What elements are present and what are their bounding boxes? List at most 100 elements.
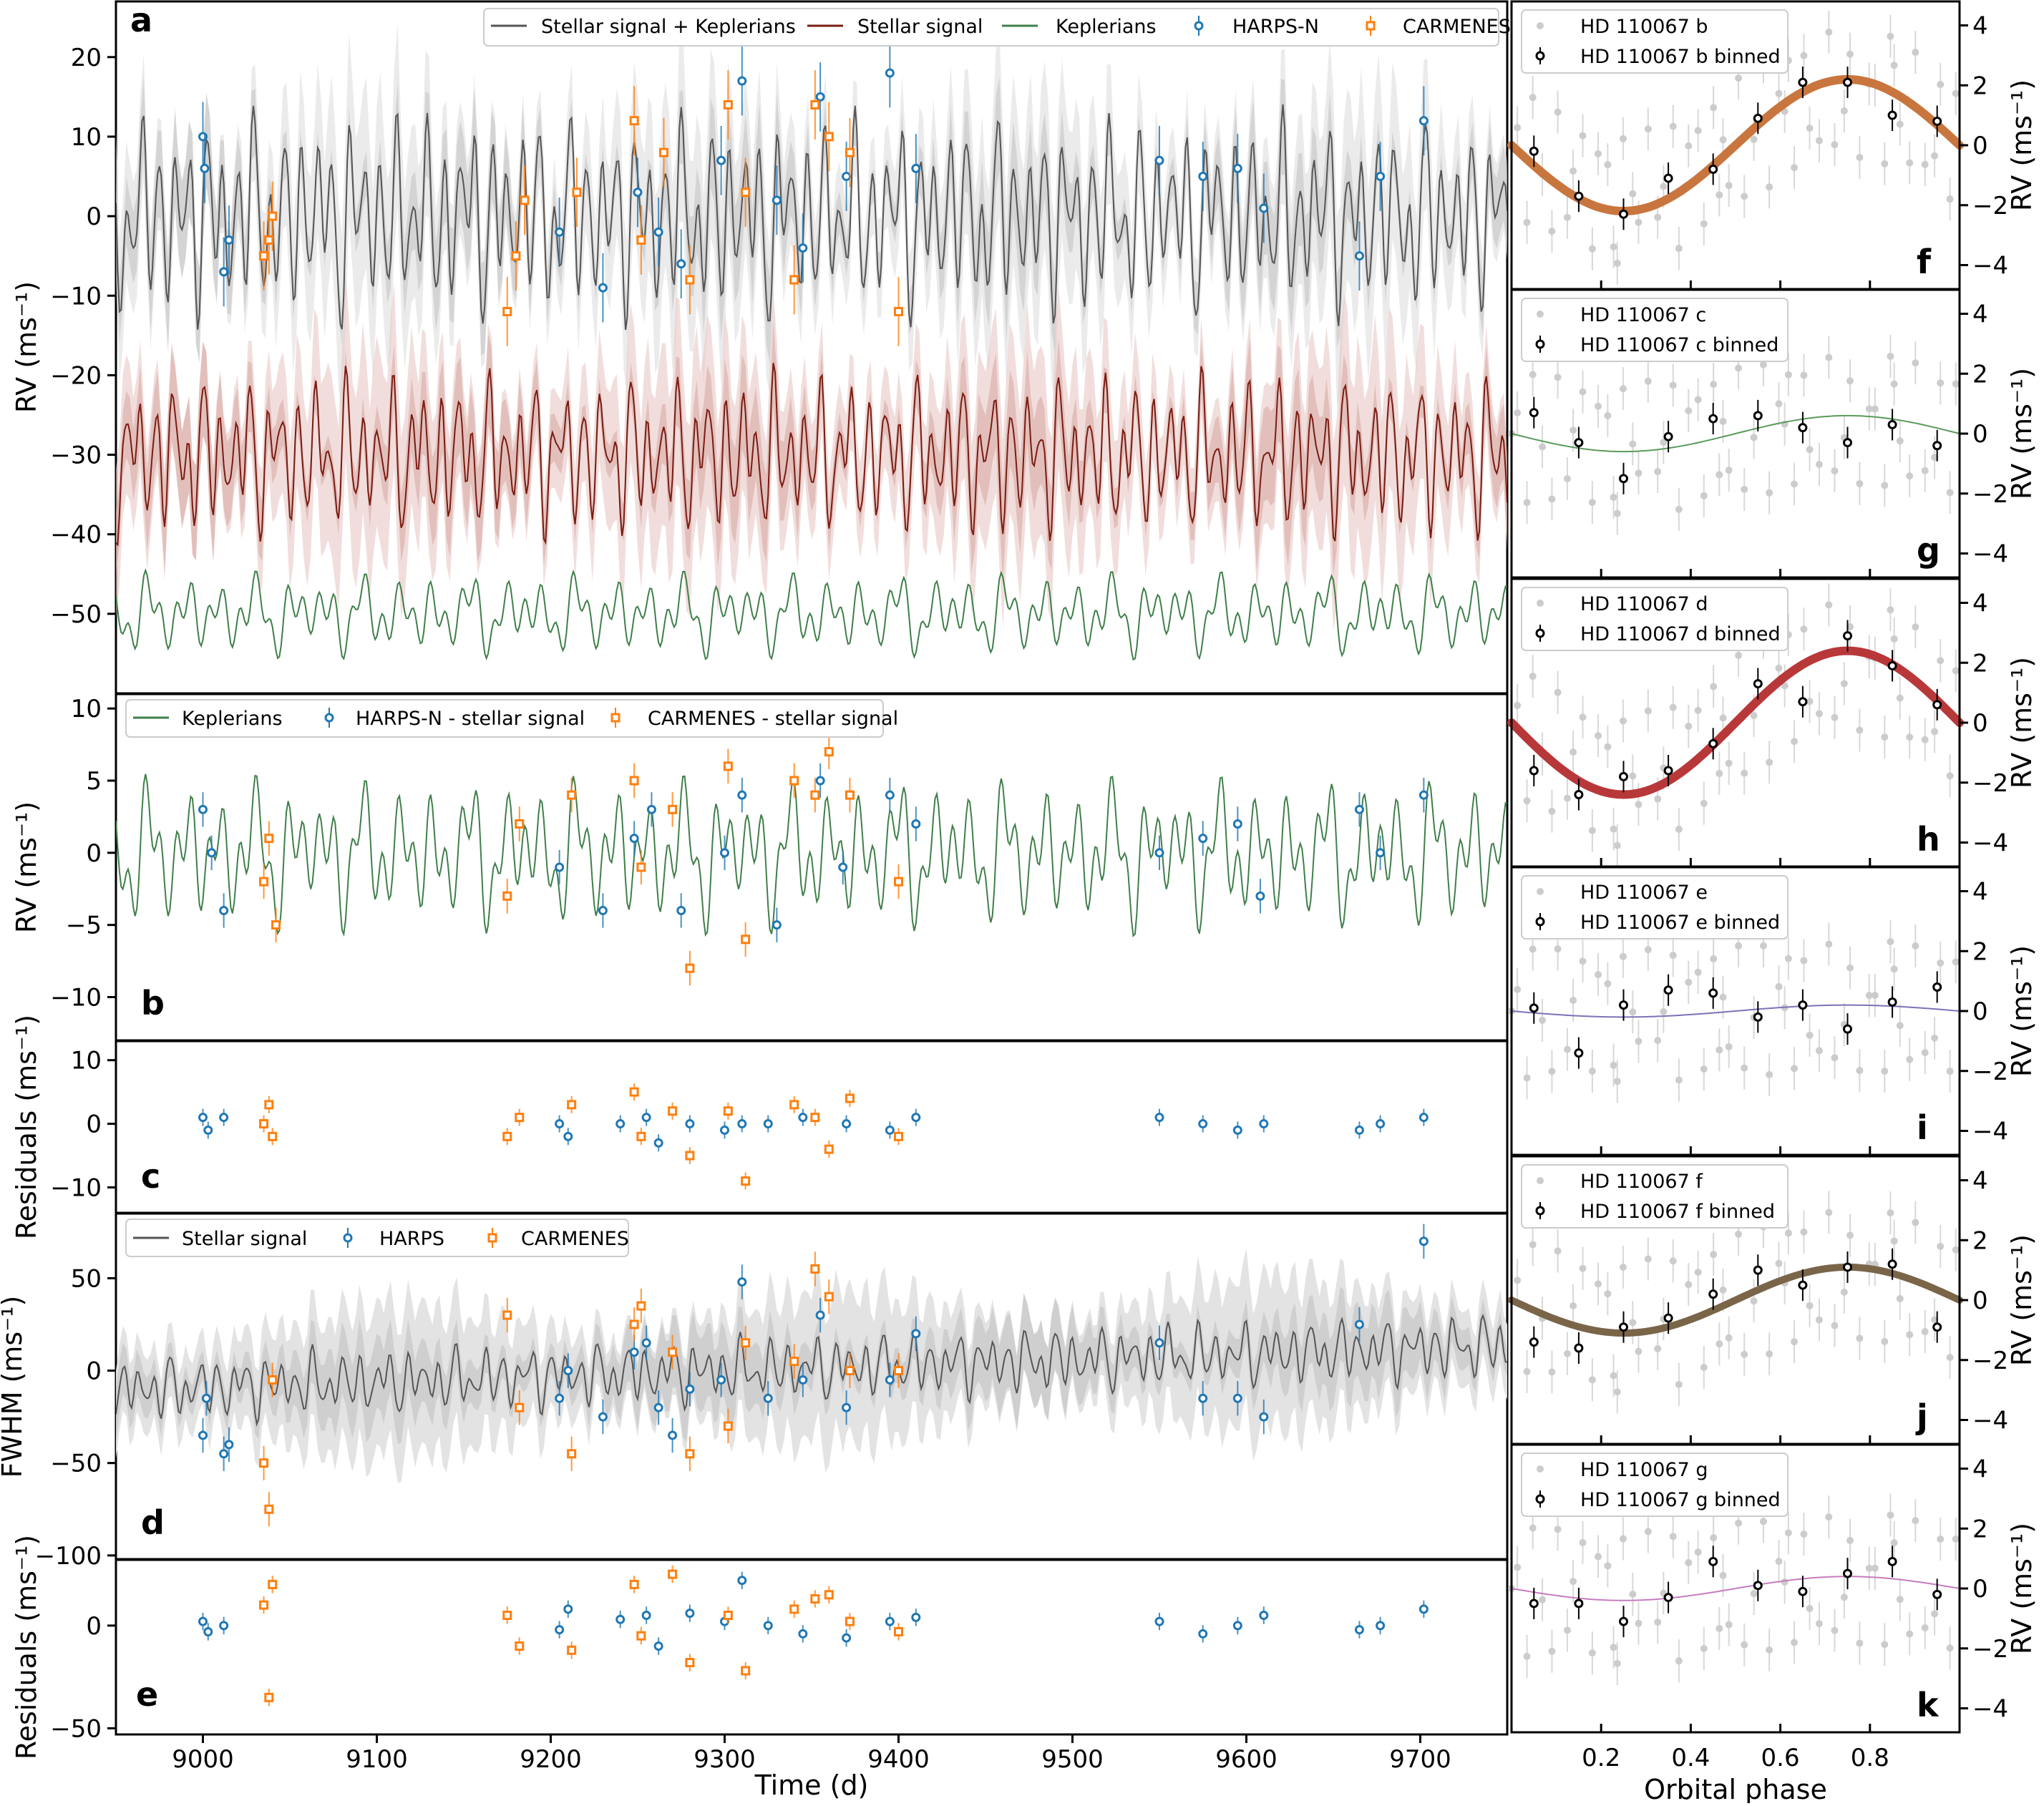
data-point	[810, 1264, 820, 1274]
raw-point	[1604, 743, 1612, 751]
raw-point	[1881, 1337, 1889, 1345]
raw-point	[1529, 1524, 1537, 1532]
raw-point	[1781, 1578, 1788, 1586]
phase-panel-k: 4 2 0 −2 −4 RV (ms⁻¹) HD 110067 g HD 110067 g b…	[1508, 1443, 2038, 1772]
raw-point	[1856, 1639, 1864, 1647]
binned-point	[1843, 1568, 1852, 1578]
data-point	[598, 283, 608, 293]
raw-point	[1931, 1610, 1939, 1618]
y-tick-label: 0	[1972, 709, 1988, 738]
raw-point	[1846, 377, 1854, 385]
data-point	[219, 1621, 229, 1631]
binned-point	[1529, 1003, 1539, 1013]
binned-point	[1529, 1337, 1539, 1347]
data-point	[798, 1629, 808, 1639]
raw-point	[1952, 667, 1960, 675]
legend-label-planet: HD 110067 f	[1580, 1171, 1703, 1193]
binned-point	[1619, 474, 1628, 484]
data-point	[200, 163, 210, 173]
data-point	[515, 1113, 525, 1123]
data-point	[268, 1579, 278, 1589]
data-point	[615, 1614, 626, 1624]
model-curve	[1511, 1576, 1960, 1601]
raw-point	[1881, 482, 1889, 489]
panel-c: 10 0 −10 c Residuals (ms⁻¹)	[11, 1015, 1429, 1239]
panel-letter: k	[1917, 1686, 1940, 1724]
y-tick-label: 50	[71, 1264, 102, 1293]
raw-point	[1579, 1264, 1587, 1272]
binned-point	[1574, 1048, 1584, 1058]
data-point	[198, 1616, 208, 1626]
raw-point	[1644, 1528, 1652, 1536]
raw-point	[1570, 997, 1577, 1005]
binned-point	[1798, 77, 1808, 87]
raw-point	[1629, 190, 1637, 197]
model-curve	[1508, 1263, 1963, 1337]
raw-point	[1871, 1564, 1879, 1572]
raw-point	[1629, 772, 1637, 780]
y-tick-label: 4	[1972, 12, 1988, 41]
binned-point	[1887, 110, 1897, 120]
data-point	[1259, 1119, 1269, 1129]
y-tick-label: 2	[1972, 1515, 1988, 1543]
raw-point	[1700, 1644, 1708, 1652]
raw-point	[1539, 1016, 1547, 1024]
data-point	[885, 1375, 895, 1385]
legend-marker-binned	[1535, 1494, 1545, 1504]
raw-point	[1654, 1619, 1662, 1626]
raw-point	[1825, 28, 1833, 36]
raw-point	[1579, 132, 1587, 140]
data-point	[737, 1119, 747, 1129]
data-point	[1376, 1119, 1386, 1129]
raw-point	[1952, 89, 1960, 97]
data-point	[1418, 1236, 1429, 1246]
binned-point	[1798, 1000, 1808, 1010]
raw-point	[1766, 489, 1773, 497]
legend-box	[1521, 298, 1788, 362]
raw-point	[1806, 698, 1814, 706]
panel-e-x-axis: 9000 9100 9200 9300 9400 9500 9600 9700	[172, 1734, 1451, 1774]
legend-marker-harpsn	[324, 708, 334, 728]
raw-point	[1937, 1242, 1945, 1250]
data-point	[723, 1611, 733, 1621]
raw-point	[1784, 1529, 1792, 1537]
raw-point	[1896, 1294, 1904, 1302]
panel-a-y-label: RV (ms⁻¹)	[11, 281, 42, 413]
data-point	[615, 1119, 626, 1129]
raw-point	[1554, 688, 1562, 696]
raw-point	[1887, 1511, 1894, 1519]
binned-point	[1887, 1556, 1897, 1566]
binned-point	[1843, 1262, 1852, 1272]
raw-point	[1660, 439, 1668, 446]
raw-point	[1887, 32, 1894, 40]
y-tick-label: 4	[1972, 301, 1988, 329]
phase-panel-f: 4 2 0 −2 −4 RV (ms⁻¹) HD 110067 b HD 110067 b b…	[1507, 0, 2038, 291]
raw-point	[1815, 710, 1823, 718]
raw-point	[1685, 1281, 1693, 1289]
raw-point	[1887, 1209, 1894, 1217]
raw-point	[1514, 701, 1522, 709]
raw-point	[1775, 400, 1783, 408]
raw-point	[1554, 1247, 1562, 1255]
data-point	[1376, 1621, 1386, 1631]
data-point	[798, 243, 808, 253]
panel-letter: f	[1917, 243, 1932, 281]
data-point	[629, 1347, 639, 1357]
data-point	[658, 147, 668, 157]
legend-marker-harps	[343, 1228, 353, 1248]
raw-point	[1719, 1571, 1727, 1579]
raw-point	[1735, 364, 1743, 372]
data-point	[1418, 790, 1429, 800]
raw-point	[1800, 1228, 1808, 1236]
raw-point	[1588, 1649, 1596, 1657]
raw-point	[1685, 407, 1693, 415]
raw-point	[1685, 978, 1693, 986]
raw-point	[1563, 475, 1571, 483]
y-tick-label: −4	[1972, 1118, 2008, 1146]
raw-point	[1610, 243, 1617, 251]
data-point	[653, 1138, 663, 1148]
raw-point	[1588, 1376, 1596, 1384]
raw-point	[1906, 472, 1914, 480]
raw-point	[1912, 1219, 1919, 1226]
data-point	[268, 1375, 278, 1385]
